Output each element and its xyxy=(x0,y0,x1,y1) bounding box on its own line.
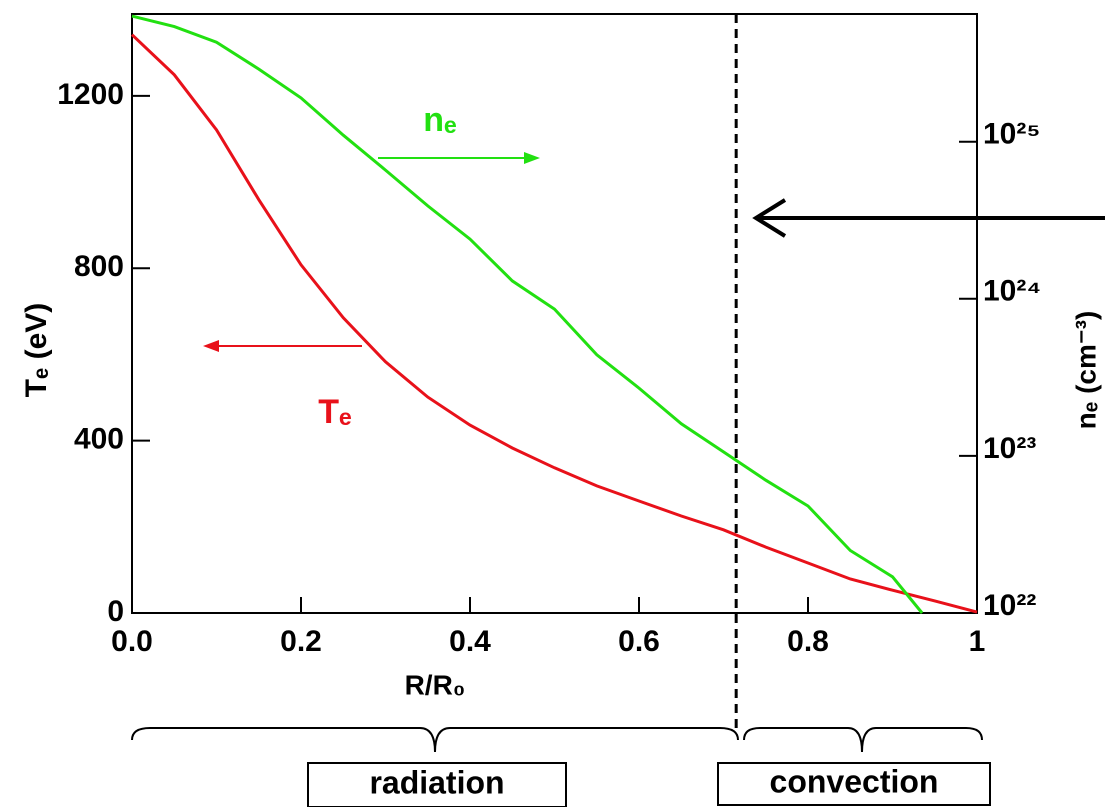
x-tick-label: 1 xyxy=(969,625,986,658)
pointer-arrow-head xyxy=(752,198,787,238)
x-tick-label: 0.6 xyxy=(618,625,660,658)
region-label: convection xyxy=(770,763,939,799)
series-line xyxy=(131,14,924,614)
region-box xyxy=(307,762,567,807)
y-axis-label: Tₑ (eV) xyxy=(20,303,53,398)
radiation-brace xyxy=(131,727,739,753)
region-label: radiation xyxy=(369,764,504,800)
convection-brace xyxy=(743,727,983,753)
y2-tick-label: 10²² xyxy=(983,589,1036,622)
series-label: nₑ xyxy=(423,101,457,139)
x-tick-label: 0.2 xyxy=(280,625,322,658)
y2-tick-label: 10²⁵ xyxy=(983,118,1040,151)
y-tick-label: 0 xyxy=(107,595,124,628)
y2-axis-label: nₑ (cm⁻³) xyxy=(1070,311,1101,430)
x-axis-label: R/R₀ xyxy=(405,669,466,700)
ne-arrow-head xyxy=(524,152,540,164)
series-line xyxy=(130,33,978,614)
y-tick-label: 400 xyxy=(74,423,124,456)
y2-tick-label: 10²⁴ xyxy=(983,275,1041,308)
x-tick-label: 0.8 xyxy=(787,625,829,658)
series-label: Tₑ xyxy=(318,393,352,431)
region-box xyxy=(717,762,991,806)
y-tick-label: 800 xyxy=(74,250,124,283)
x-tick-label: 0.4 xyxy=(449,625,491,658)
y2-tick-label: 10²³ xyxy=(983,432,1036,465)
x-tick-label: 0.0 xyxy=(111,625,153,658)
te-arrow-head xyxy=(203,340,219,352)
plot-frame xyxy=(131,13,978,614)
y-tick-label: 1200 xyxy=(57,78,124,111)
